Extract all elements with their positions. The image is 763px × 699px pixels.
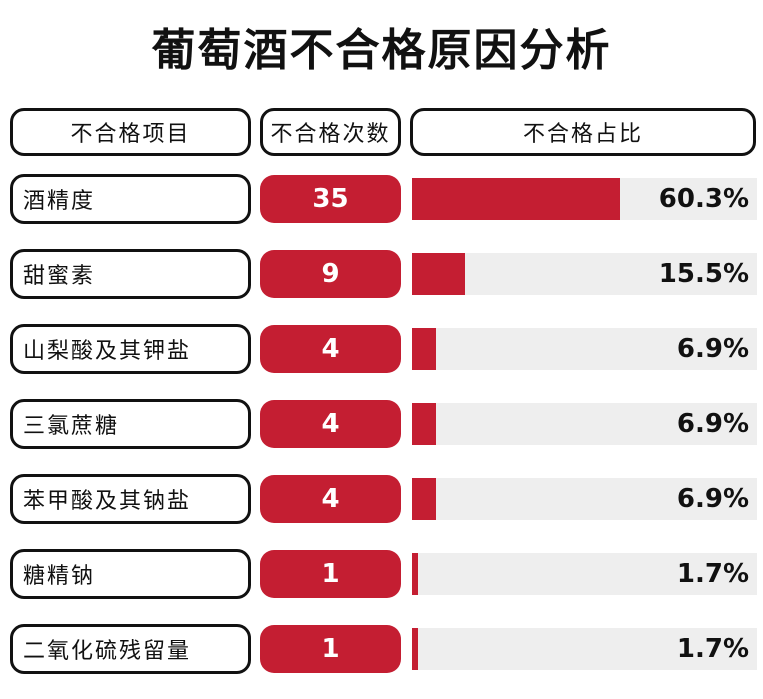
row-count: 4 [260, 475, 401, 523]
row-item-label: 二氧化硫残留量 [10, 624, 251, 674]
row-bar-fill [412, 253, 466, 295]
row-item-label: 山梨酸及其钾盐 [10, 324, 251, 374]
row-percent: 1.7% [676, 559, 749, 589]
row-bar-fill [412, 328, 436, 370]
row-item-label: 甜蜜素 [10, 249, 251, 299]
row-count: 1 [260, 550, 401, 598]
row-bar-track: 60.3% [412, 178, 757, 220]
row-percent: 15.5% [658, 259, 749, 289]
row-bar-track: 6.9% [412, 328, 757, 370]
row-percent: 6.9% [676, 409, 749, 439]
row-bar-fill [412, 403, 436, 445]
page-title: 葡萄酒不合格原因分析 [151, 25, 612, 76]
row-count: 1 [260, 625, 401, 673]
row-percent: 6.9% [676, 484, 749, 514]
row-bar-track: 6.9% [412, 478, 757, 520]
row-item-label: 糖精钠 [10, 549, 251, 599]
header-item: 不合格项目 [10, 108, 251, 156]
row-count: 4 [260, 400, 401, 448]
row-item-label: 苯甲酸及其钠盐 [10, 474, 251, 524]
row-count: 9 [260, 250, 401, 298]
row-count: 4 [260, 325, 401, 373]
row-percent: 6.9% [676, 334, 749, 364]
row-bar-track: 1.7% [412, 628, 757, 670]
row-count: 35 [260, 175, 401, 223]
row-bar-track: 6.9% [412, 403, 757, 445]
row-bar-track: 15.5% [412, 253, 757, 295]
row-percent: 1.7% [676, 634, 749, 664]
row-bar-fill [412, 478, 436, 520]
row-item-label: 三氯蔗糖 [10, 399, 251, 449]
row-item-label: 酒精度 [10, 174, 251, 224]
header-ratio: 不合格占比 [410, 108, 756, 156]
row-percent: 60.3% [658, 184, 749, 214]
row-bar-track: 1.7% [412, 553, 757, 595]
row-bar-fill [412, 553, 418, 595]
row-bar-fill [412, 178, 621, 220]
header-count: 不合格次数 [260, 108, 401, 156]
row-bar-fill [412, 628, 418, 670]
